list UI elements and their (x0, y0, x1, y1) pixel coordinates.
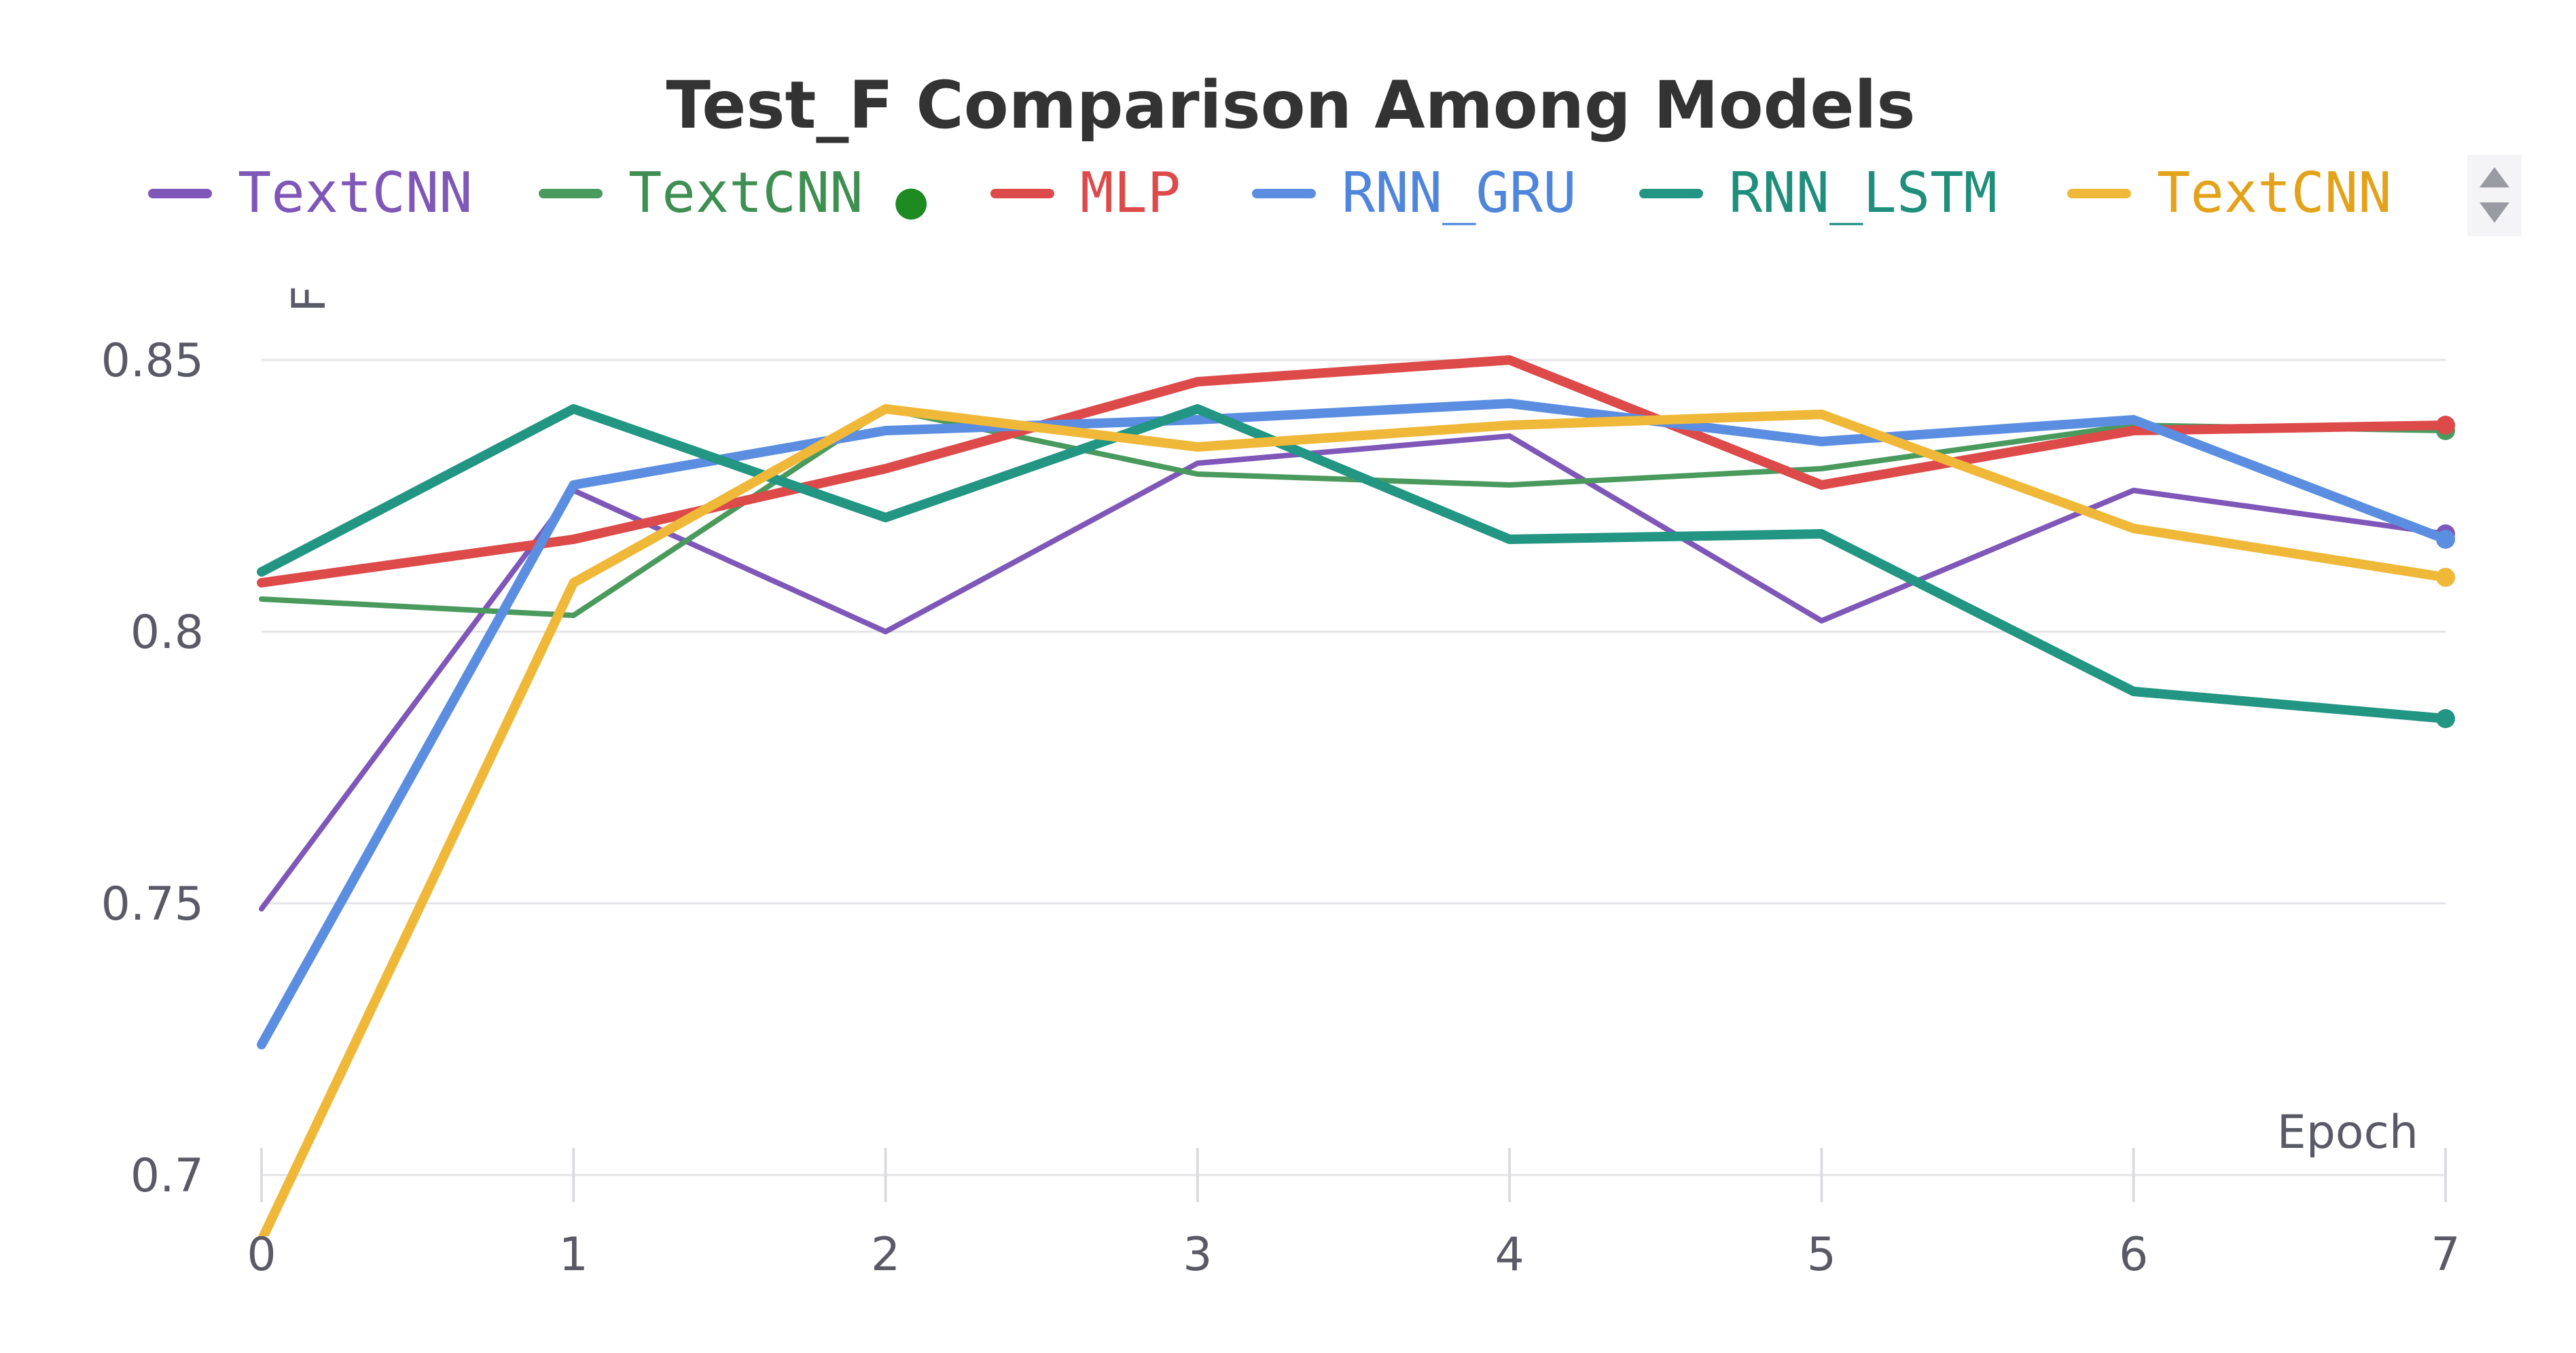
legend-item[interactable]: TextCNN (2067, 161, 2392, 226)
x-tick-label: 4 (1495, 1228, 1524, 1282)
data-point (573, 408, 575, 410)
legend-label: TextCNN (2157, 161, 2392, 226)
data-point (884, 468, 887, 469)
series-line (258, 404, 2450, 1236)
legend-item[interactable]: RNN_LSTM (1639, 161, 1997, 226)
data-point (1196, 463, 1198, 464)
data-point (573, 582, 575, 583)
data-point (1821, 414, 1823, 415)
data-point (1821, 468, 1823, 469)
series-5 (258, 404, 2455, 1236)
data-point (2436, 416, 2455, 435)
legend-label: MLP (1080, 161, 1181, 226)
series-3 (257, 399, 2455, 1049)
data-point (2436, 709, 2455, 728)
legend-label: RNN_LSTM (1729, 161, 1997, 226)
grid: 0.7 0.75 0.8 0.85 (101, 334, 2446, 1203)
legend-item[interactable]: TextCNN ● (539, 161, 929, 226)
data-point (884, 430, 887, 431)
data-point (2132, 419, 2134, 420)
data-point (2132, 528, 2134, 529)
axes: 0 1 2 3 4 5 6 7 (247, 1148, 2461, 1282)
data-point (1509, 435, 1511, 437)
y-tick-label: 0.75 (101, 878, 204, 931)
chart-title: Test_F Comparison Among Models (666, 67, 1915, 143)
data-point (1196, 408, 1198, 410)
data-point (573, 539, 575, 540)
data-point (261, 908, 262, 909)
data-point (261, 571, 262, 573)
data-point (1821, 484, 1823, 486)
data-point (1196, 473, 1198, 475)
data-point (573, 615, 575, 616)
x-tick-label: 3 (1183, 1228, 1212, 1282)
data-point (1196, 419, 1198, 420)
series-2 (257, 355, 2455, 588)
data-point (1509, 539, 1511, 540)
y-axis-label: F (283, 285, 336, 312)
y-tick-label: 0.7 (130, 1149, 204, 1203)
series-line (257, 404, 2450, 723)
data-point (2132, 430, 2134, 431)
x-axis-label: Epoch (2277, 1106, 2418, 1159)
data-point (261, 1044, 262, 1045)
data-point (1821, 620, 1823, 621)
data-point (2436, 530, 2455, 549)
series-4 (257, 404, 2455, 728)
y-tick-label: 0.85 (101, 334, 204, 388)
legend-item[interactable]: MLP (990, 161, 1181, 226)
data-point (1509, 425, 1511, 426)
series-line (259, 433, 2448, 912)
triangle-up-icon[interactable] (2480, 167, 2509, 187)
series-line (259, 406, 2448, 618)
x-tick-label: 5 (1807, 1228, 1836, 1282)
legend: TextCNN TextCNN ● MLP RNN_GRU RNN_LSTM TextCNN (148, 161, 2392, 226)
x-tick-label: 7 (2431, 1228, 2460, 1282)
series-group (257, 355, 2455, 1236)
legend-item[interactable]: TextCNN (148, 161, 473, 226)
data-point (573, 484, 575, 486)
data-point (1509, 359, 1511, 361)
legend-label: TextCNN (628, 161, 863, 226)
data-point (1509, 403, 1511, 404)
legend-scroll[interactable] (2467, 155, 2522, 236)
series-0 (259, 433, 2455, 912)
data-point (884, 517, 887, 518)
x-tick-label: 6 (2119, 1228, 2148, 1282)
data-point (2436, 568, 2455, 587)
legend-label: TextCNN (238, 161, 473, 226)
data-point (261, 582, 262, 583)
data-point (1821, 441, 1823, 442)
data-point (261, 598, 262, 600)
x-tick-label: 1 (559, 1228, 588, 1282)
data-point (2132, 691, 2134, 692)
legend-label: RNN_GRU (1342, 161, 1577, 226)
data-point (2132, 490, 2134, 491)
y-tick-label: 0.8 (130, 606, 204, 660)
triangle-down-icon[interactable] (2480, 202, 2509, 223)
data-point (1821, 533, 1823, 535)
series-line (257, 355, 2450, 588)
legend-focus-dot: ● (893, 177, 929, 225)
x-tick-label: 2 (871, 1228, 900, 1282)
data-point (1196, 381, 1198, 382)
legend-item[interactable]: RNN_GRU (1252, 161, 1577, 226)
series-line (257, 399, 2450, 1049)
data-point (1196, 446, 1198, 448)
data-point (1509, 484, 1511, 486)
data-point (884, 408, 887, 410)
x-tick-label: 0 (247, 1228, 276, 1282)
data-point (884, 631, 887, 632)
